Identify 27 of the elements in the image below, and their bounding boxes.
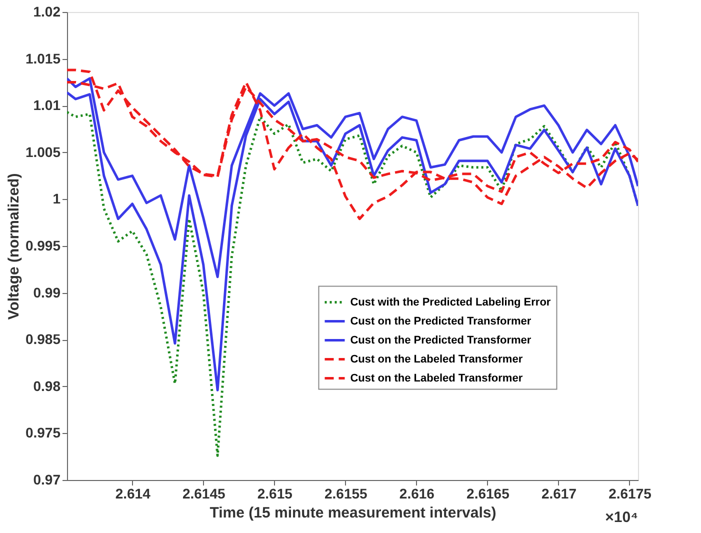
legend-label: Cust with the Predicted Labeling Error — [350, 296, 552, 308]
legend-label: Cust on the Predicted Transformer — [350, 315, 532, 328]
legend-label: Cust on the Labeled Transformer — [350, 372, 524, 384]
y-tick-label: 0.97 — [33, 472, 61, 488]
y-tick-label: 0.98 — [33, 378, 61, 394]
x-tick-label: 2.615 — [257, 486, 293, 502]
x-tick-label: 2.6155 — [324, 486, 368, 502]
y-tick-label: 1.01 — [33, 97, 61, 114]
legend-label: Cust on the Labeled Transformer — [350, 353, 524, 366]
y-tick-label: 1 — [52, 190, 61, 207]
y-axis-title: Voltage (normalized) — [5, 173, 22, 320]
y-tick-label: 0.975 — [25, 424, 61, 441]
y-tick-label: 0.99 — [33, 284, 61, 300]
x-tick-label: 2.6145 — [182, 486, 226, 502]
x-tick-label: 2.6175 — [608, 486, 652, 502]
y-tick-label: 0.995 — [25, 238, 61, 254]
y-tick-label: 1.015 — [25, 50, 61, 66]
x-tick-label: 2.617 — [541, 486, 577, 502]
text: ×10⁴ — [605, 509, 638, 526]
x-tick-label: 2.616 — [399, 486, 435, 502]
legend-label: Cust on the Predicted Transformer — [350, 334, 532, 346]
x-tick-label: 2.6165 — [466, 486, 510, 502]
x-tick-label: 2.614 — [115, 486, 151, 502]
y-tick-label: 1.005 — [25, 144, 61, 160]
y-tick-label: 1.02 — [33, 4, 61, 20]
x-axis-title: Time (15 minute measurement intervals) — [210, 504, 496, 522]
y-tick-label: 0.985 — [25, 331, 61, 348]
